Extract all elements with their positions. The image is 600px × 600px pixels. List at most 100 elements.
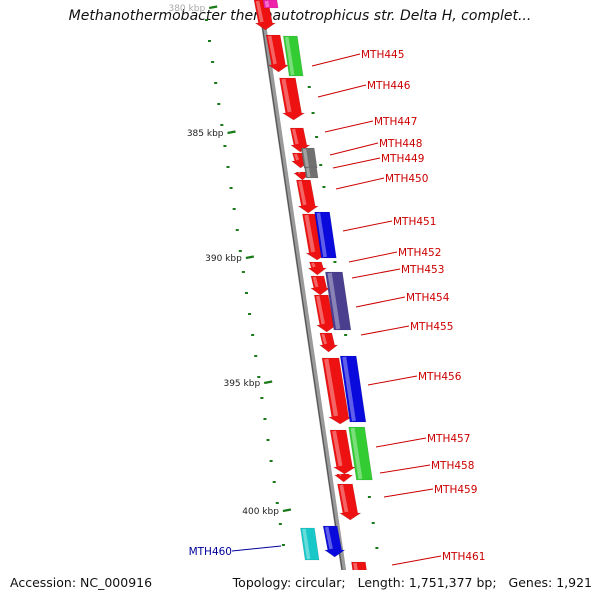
gene-label-leader [324, 120, 374, 133]
gene-arrow [265, 34, 290, 73]
accession-label: Accession: NC_000916 [10, 575, 153, 590]
gene-label: MTH460 [189, 546, 232, 558]
gene-box [300, 527, 320, 561]
gene-box [339, 355, 367, 423]
gene-arrow [337, 483, 362, 521]
gene-box [282, 35, 304, 77]
gene-arrow [351, 561, 367, 570]
gene-label-leader [355, 296, 406, 308]
gene-label-leader [367, 375, 418, 386]
major-tick [282, 508, 292, 513]
gene-label: MTH458 [431, 460, 474, 472]
gene-arrow [296, 179, 320, 214]
gene-arrow [313, 294, 338, 333]
gene-arrow-shade [311, 262, 316, 268]
gene-label-leader [351, 268, 401, 279]
gene-arrow-shade [324, 358, 339, 417]
gene-label-leader [342, 220, 393, 232]
gene-label: MTH450 [385, 173, 428, 185]
tick-label: 380 kbp [168, 4, 205, 14]
gene-arrow-shade [339, 484, 349, 513]
length-label: Length: 1,751,377 bp; [357, 575, 497, 590]
gene-box [262, 0, 279, 9]
major-tick [263, 380, 273, 385]
gene-label-leader [335, 177, 385, 190]
gene-label-leader [231, 545, 282, 552]
gene-arrow-shade [298, 180, 307, 206]
gene-label-leader [383, 488, 434, 498]
gene-label: MTH449 [381, 153, 424, 165]
gene-label: MTH447 [374, 116, 417, 128]
gene-label-leader [375, 437, 427, 448]
major-tick [208, 5, 218, 10]
gene-box-shade [285, 36, 295, 76]
gene-box [325, 271, 352, 331]
tick-label: 400 kbp [242, 507, 279, 517]
major-tick [227, 130, 236, 135]
gene-label: MTH459 [434, 484, 477, 496]
gene-arrow [309, 275, 331, 296]
gene-arrow-shade [304, 214, 316, 253]
gene-arrow-shade [316, 295, 325, 325]
gene-box-shade [302, 528, 311, 560]
gene-arrow-shade [353, 562, 358, 570]
gene-arrow-shade [332, 430, 343, 467]
gene-box-shade [350, 427, 363, 480]
genome-stats: Topology: circular; Length: 1,751,377 bp… [233, 575, 592, 590]
tick-label: 390 kbp [205, 254, 242, 264]
gene-arrow [279, 77, 306, 121]
gene-label-leader [360, 325, 410, 336]
genome-map: 380 kbp 385 kbp 390 kbp 395 kbp 400 kbp MTH44… [168, 0, 485, 570]
gene-box-shade [306, 167, 311, 178]
gene-arrow-shade [338, 472, 342, 477]
gene-box [314, 211, 337, 259]
gene-label: MTH446 [367, 80, 411, 92]
gene-label-leader [311, 53, 361, 67]
gene-label: MTH452 [398, 247, 441, 259]
topology-label: Topology: circular; [232, 575, 346, 590]
gene-box [322, 525, 346, 558]
map-title: Methanothermobacter thermautotrophicus s… [68, 8, 532, 24]
gene-label: MTH461 [442, 551, 485, 563]
major-tick [245, 255, 255, 260]
tick-label: 395 kbp [223, 379, 260, 389]
gene-box-shade [302, 148, 309, 168]
gene-box-shade [264, 0, 270, 8]
gene-label: MTH448 [379, 138, 422, 150]
gene-label: MTH454 [406, 292, 450, 304]
gene-box [300, 147, 318, 169]
gene-arrow-shade [255, 0, 264, 23]
gene-arrow-shade [267, 35, 277, 65]
gene-box-shade [316, 212, 327, 258]
gene-box [304, 166, 319, 179]
backbone-line [257, 0, 347, 570]
gene-label-leader [379, 464, 431, 474]
gene-label-leader [348, 251, 398, 263]
gene-label: MTH453 [401, 264, 444, 276]
gene-box-shade [324, 526, 333, 550]
gene-label-leader [329, 142, 379, 156]
gene-label: MTH451 [393, 216, 436, 228]
gene-box [348, 426, 373, 481]
tick-label: 385 kbp [187, 129, 224, 139]
gene-label: MTH457 [427, 433, 470, 445]
gene-arrow-shade [281, 78, 292, 113]
gene-arrow-shade [312, 276, 319, 288]
gene-label-leader [317, 84, 367, 98]
gene-arrow-shade [321, 333, 328, 345]
gene-box-shade [327, 272, 341, 330]
genes-count-label: Genes: 1,921 [508, 575, 592, 590]
backbone-edge [257, 0, 343, 570]
gene-label: MTH455 [410, 321, 453, 333]
gene-arrow-shade [297, 170, 301, 175]
gene-arrow [318, 332, 339, 353]
gene-arrow [329, 429, 357, 475]
gene-box-shade [342, 356, 356, 422]
gene-arrow [307, 261, 328, 276]
gene-arrow [321, 357, 353, 425]
gene-arrow-shade [294, 153, 300, 161]
gene-label: MTH456 [418, 371, 462, 383]
gene-arrow [333, 473, 354, 483]
gene-arrow-shade [291, 128, 299, 145]
gene-label: MTH445 [361, 49, 404, 61]
